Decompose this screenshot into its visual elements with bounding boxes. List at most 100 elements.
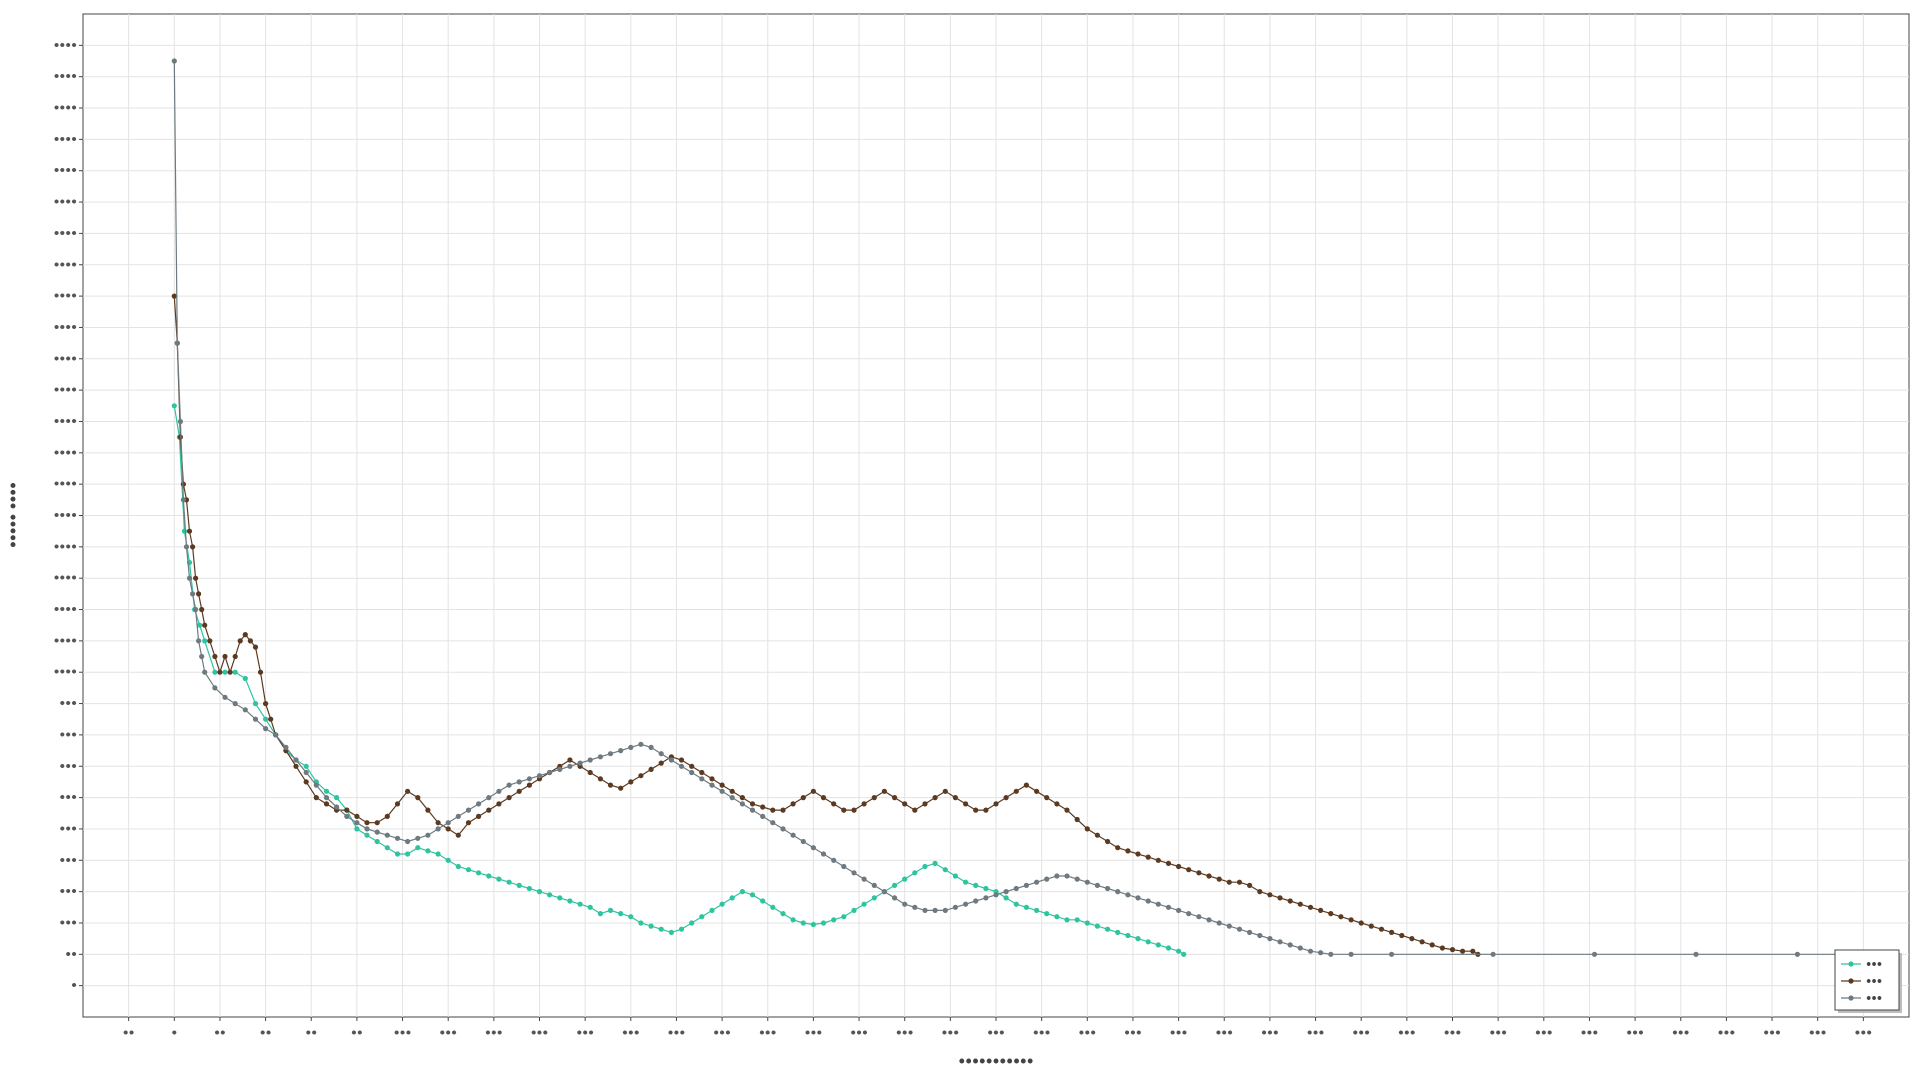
x-tick-label: ꔷꔷꔷ xyxy=(485,1026,503,1040)
data-point xyxy=(1013,885,1019,892)
data-point xyxy=(1287,942,1293,948)
x-tick-label: ꔷꔷꔷ xyxy=(942,1026,960,1040)
data-point xyxy=(374,829,380,835)
y-tick-label: ꔷꔷꔷꔷ xyxy=(54,320,78,334)
y-tick-label: ꔷꔷꔷ xyxy=(59,853,77,867)
data-point xyxy=(1399,932,1405,939)
data-point xyxy=(415,795,421,801)
data-point xyxy=(405,788,411,794)
data-point xyxy=(942,907,948,914)
y-tick-label: ꔷꔷꔷꔷ xyxy=(54,446,78,460)
data-point xyxy=(1257,889,1263,895)
data-point xyxy=(445,826,451,832)
data-point xyxy=(932,795,938,801)
data-point xyxy=(912,904,918,910)
data-point xyxy=(323,795,330,801)
x-tick-label: ꔷꔷ xyxy=(260,1026,272,1040)
data-point xyxy=(455,832,461,838)
data-point xyxy=(557,766,563,773)
data-point xyxy=(1206,873,1212,879)
x-tick-label: ꔷꔷꔷ xyxy=(1352,1026,1370,1040)
data-point xyxy=(1181,951,1187,957)
data-point xyxy=(476,870,482,876)
data-point xyxy=(212,653,218,660)
data-point xyxy=(800,838,806,845)
data-point xyxy=(273,732,279,738)
data-point xyxy=(871,895,877,901)
data-point xyxy=(425,832,431,838)
data-point xyxy=(638,920,644,926)
data-point xyxy=(770,820,776,826)
data-point xyxy=(1105,926,1111,932)
legend: ꔷꔷꔷ ꔷꔷꔷ ꔷꔷꔷ xyxy=(1834,949,1902,1013)
data-point xyxy=(1277,895,1283,901)
data-point xyxy=(952,873,959,879)
legend-swatch-marker xyxy=(1848,961,1854,967)
data-point xyxy=(618,911,624,917)
data-point xyxy=(526,885,533,892)
data-point xyxy=(354,826,360,832)
x-tick-label: ꔷꔷꔷ xyxy=(1444,1026,1462,1040)
data-point xyxy=(232,669,238,675)
data-point xyxy=(628,779,634,785)
data-point xyxy=(1247,882,1253,889)
data-point xyxy=(1176,948,1182,954)
data-point xyxy=(263,726,269,732)
data-point xyxy=(1054,914,1060,920)
x-tick-label: ꔷꔷꔷ xyxy=(1718,1026,1736,1040)
data-point xyxy=(912,807,918,813)
x-tick-label: ꔷꔷꔷ xyxy=(1215,1026,1233,1040)
data-point xyxy=(1145,854,1151,860)
x-tick-label: ꔷꔷꔷ xyxy=(576,1026,594,1040)
data-point xyxy=(780,807,786,813)
data-point xyxy=(648,766,654,773)
data-point xyxy=(1226,879,1232,885)
legend-label: ꔷꔷꔷ xyxy=(1866,975,1882,988)
data-point xyxy=(1318,907,1324,914)
data-point xyxy=(212,685,218,691)
data-point xyxy=(425,807,431,813)
y-tick-label: ꔷꔷꔷ xyxy=(59,697,77,711)
data-point xyxy=(247,638,253,644)
data-point xyxy=(354,820,360,826)
data-point xyxy=(760,804,766,810)
data-point xyxy=(303,779,309,785)
data-point xyxy=(1186,867,1192,873)
data-point xyxy=(607,782,614,788)
data-point xyxy=(861,876,867,882)
data-point xyxy=(506,782,512,788)
data-point xyxy=(268,716,274,722)
data-point xyxy=(557,895,563,901)
data-point xyxy=(597,754,604,760)
data-point xyxy=(739,801,746,807)
data-point xyxy=(171,403,177,409)
data-point xyxy=(186,528,193,534)
data-point xyxy=(252,644,259,650)
data-point xyxy=(790,917,796,923)
data-point xyxy=(202,638,208,644)
data-point xyxy=(963,879,969,885)
data-point xyxy=(1135,851,1141,857)
data-point xyxy=(252,716,259,722)
x-tick-label: ꔷꔷꔷ xyxy=(896,1026,914,1040)
y-tick-label: ꔷꔷ xyxy=(65,947,77,961)
data-point xyxy=(313,782,319,788)
data-point xyxy=(1074,917,1080,923)
data-point xyxy=(699,914,705,920)
data-point xyxy=(810,921,817,928)
x-tick-label: ꔷꔷꔷ xyxy=(439,1026,457,1040)
data-point xyxy=(638,773,644,779)
data-point xyxy=(699,769,705,776)
data-point xyxy=(364,820,370,826)
data-point xyxy=(1338,914,1344,920)
data-point xyxy=(1054,801,1060,807)
data-point xyxy=(1135,895,1141,901)
data-point xyxy=(171,58,177,64)
data-point xyxy=(1287,898,1293,904)
data-point xyxy=(384,813,390,820)
data-point xyxy=(628,914,634,920)
data-point xyxy=(242,707,248,713)
data-point xyxy=(1125,932,1131,939)
y-tick-label: ꔷꔷꔷꔷ xyxy=(54,414,78,428)
data-point xyxy=(861,801,867,807)
